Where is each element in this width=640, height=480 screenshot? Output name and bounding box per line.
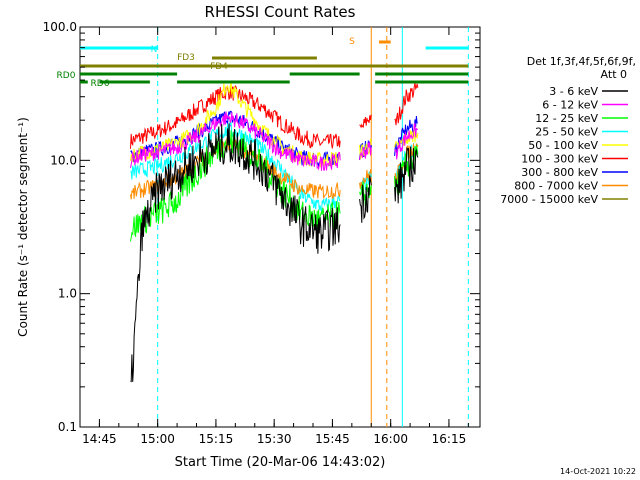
y-tick-label-1: 1.0 xyxy=(58,287,77,301)
series-line-1-seg-3 xyxy=(394,122,419,160)
y-tick-label-0: 0.1 xyxy=(58,420,77,434)
flag-label-s: S xyxy=(349,37,355,47)
x-tick-label-4: 15:45 xyxy=(315,432,350,446)
y-tick-label-2: 10.0 xyxy=(50,153,77,167)
chart-title: RHESSI Count Rates xyxy=(205,3,356,21)
series-line-1-seg-0 xyxy=(130,111,341,171)
flag-bars-layer: N S FD3 FD4 RD0 RD6 xyxy=(57,37,469,89)
x-tick-label-1: 15:00 xyxy=(140,432,175,446)
series-line-0-seg-0 xyxy=(130,123,341,383)
y-axis-label: Count Rate (s⁻¹ detector segment⁻¹) xyxy=(16,117,30,337)
legend-label-0: 3 - 6 keV xyxy=(549,85,598,98)
flag-label-n: N xyxy=(151,45,158,55)
flag-label-rd0: RD0 xyxy=(57,71,76,81)
series-line-0-seg-1 xyxy=(359,175,372,223)
series-line-4-seg-0 xyxy=(130,80,341,168)
legend-label-4: 50 - 100 keV xyxy=(528,139,598,152)
legend-label-7: 800 - 7000 keV xyxy=(514,180,598,193)
plot-frame xyxy=(79,26,481,428)
legend-label-6: 300 - 800 keV xyxy=(521,166,598,179)
series-line-4-seg-1 xyxy=(359,138,372,160)
y-tick-label-3: 100.0 xyxy=(43,20,77,34)
series-line-1-seg-1 xyxy=(359,142,372,160)
series-line-0-seg-3 xyxy=(394,146,419,204)
legend-label-8: 7000 - 15000 keV xyxy=(500,193,598,206)
footer-date: 14-Oct-2021 10:22 xyxy=(560,467,636,476)
series-line-3-seg-0 xyxy=(130,121,341,212)
legend-label-1: 6 - 12 keV xyxy=(542,99,598,112)
series-line-5-seg-0 xyxy=(130,85,341,149)
series-line-5-seg-3 xyxy=(394,82,419,126)
x-tick-label-0: 14:45 xyxy=(82,432,117,446)
flag-label-fd3: FD3 xyxy=(177,53,195,63)
x-tick-label-5: 16:00 xyxy=(373,432,408,446)
x-tick-label-3: 15:30 xyxy=(257,432,292,446)
x-tick-label-6: 16:15 xyxy=(432,432,467,446)
legend-header-0: Det 1f,3f,4f,5f,6f,9f, xyxy=(527,55,636,68)
flag-label-rd6: RD6 xyxy=(91,79,110,89)
legend-label-3: 25 - 50 keV xyxy=(535,126,598,139)
legend-label-2: 12 - 25 keV xyxy=(535,112,598,125)
legend-header-1: Att 0 xyxy=(601,68,627,81)
flag-label-fd4: FD4 xyxy=(210,62,228,72)
legend-label-5: 100 - 300 keV xyxy=(521,153,598,166)
series-line-5-seg-1 xyxy=(359,114,372,129)
x-tick-label-2: 15:15 xyxy=(199,432,234,446)
vertical-lines xyxy=(157,27,469,427)
series-layer xyxy=(130,80,419,383)
x-axis-label: Start Time (20-Mar-06 14:43:02) xyxy=(175,455,386,470)
axes-layer: 14:45 15:00 15:15 15:30 15:45 16:00 16:15 0.1 1.… xyxy=(43,20,480,446)
